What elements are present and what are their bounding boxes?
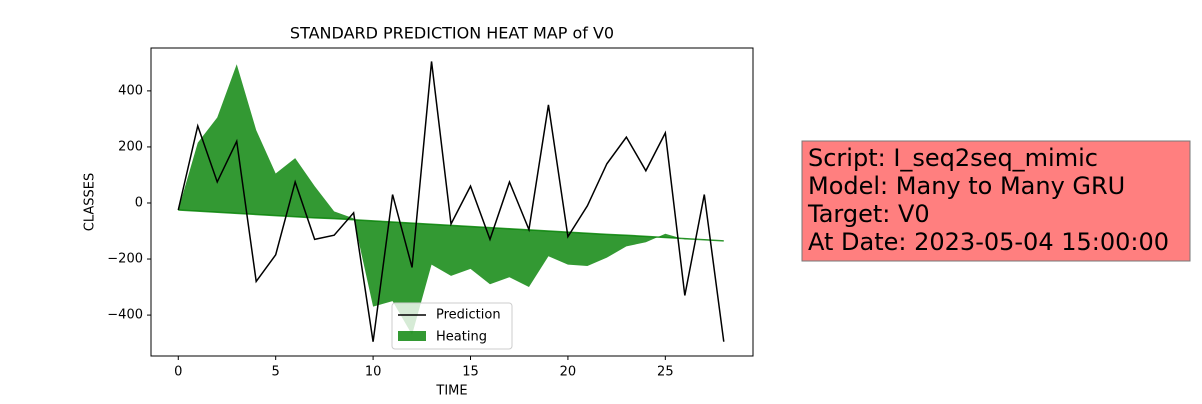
- legend-label: Heating: [436, 330, 487, 345]
- legend-swatch: [398, 331, 426, 341]
- y-axis-label: CLASSES: [83, 173, 98, 231]
- x-tick-label: 10: [365, 365, 382, 380]
- y-tick-label: 0: [135, 195, 143, 210]
- x-tick-label: 15: [462, 365, 479, 380]
- y-tick-label: −200: [107, 252, 143, 267]
- chart-title: STANDARD PREDICTION HEAT MAP of V0: [290, 24, 614, 43]
- annotation-box: [801, 140, 1191, 262]
- y-tick-label: −400: [107, 308, 143, 323]
- legend: Prediction Heating: [391, 302, 513, 350]
- y-tick-label: 200: [118, 139, 143, 154]
- x-tick-label: 20: [560, 365, 577, 380]
- prediction-line: [177, 61, 725, 342]
- annotation-line: Target: V0: [807, 200, 930, 228]
- annotation-line: At Date: 2023-05-04 15:00:00: [808, 228, 1169, 256]
- heating-area: [178, 64, 724, 335]
- x-tick-label: 5: [272, 365, 280, 380]
- plot-frame: [150, 47, 754, 357]
- y-tick-label: 400: [118, 83, 143, 98]
- x-tick-label: 0: [174, 365, 182, 380]
- x-tick-label: 25: [657, 365, 674, 380]
- annotation-line: Script: I_seq2seq_mimic: [808, 144, 1098, 172]
- legend-label: Prediction: [436, 308, 501, 323]
- annotation-line: Model: Many to Many GRU: [808, 172, 1125, 200]
- x-axis-label: TIME: [435, 384, 467, 399]
